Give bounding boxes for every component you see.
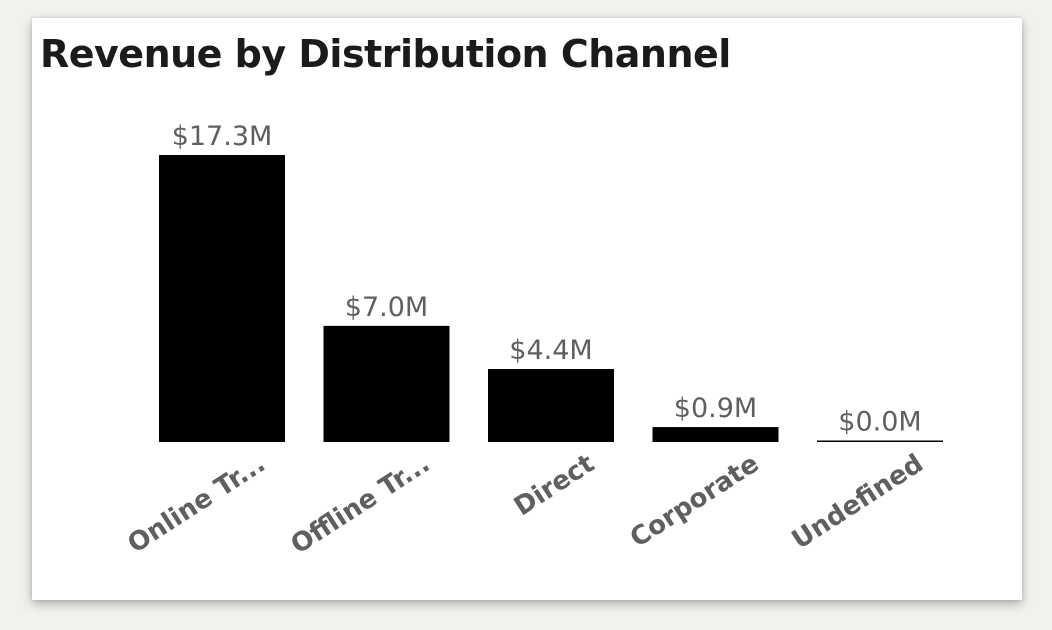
x-tick-label-2: Direct	[509, 449, 600, 523]
x-tick-label-1: Offline Tr...	[286, 449, 436, 561]
bar-2[interactable]	[488, 369, 614, 442]
data-label-1: $7.0M	[345, 292, 428, 323]
x-tick-labels-group: Online Tr... Offline Tr... Direct Corporate…	[123, 449, 929, 561]
x-tick-label-3: Corporate	[625, 449, 764, 554]
bar-0[interactable]	[159, 155, 285, 442]
x-tick-label-0: Online Tr...	[123, 449, 271, 560]
data-label-3: $0.9M	[674, 393, 757, 424]
bar-3[interactable]	[652, 427, 779, 442]
data-labels-group: $17.3M $7.0M $4.4M $0.9M $0.0M	[172, 121, 922, 438]
bar-chart-svg: $17.3M $7.0M $4.4M $0.9M $0.0M Online Tr... O…	[123, 121, 943, 561]
chart-title: Revenue by Distribution Channel	[40, 32, 731, 76]
bar-4[interactable]	[817, 440, 943, 443]
bars-group	[159, 155, 943, 442]
x-tick-label-4: Undefined	[787, 449, 929, 556]
data-label-0: $17.3M	[172, 121, 273, 152]
data-label-2: $4.4M	[509, 335, 592, 366]
data-label-4: $0.0M	[838, 407, 921, 438]
chart-card: Revenue by Distribution Channel $17.3M $7…	[32, 18, 1022, 600]
bar-1[interactable]	[323, 325, 450, 442]
